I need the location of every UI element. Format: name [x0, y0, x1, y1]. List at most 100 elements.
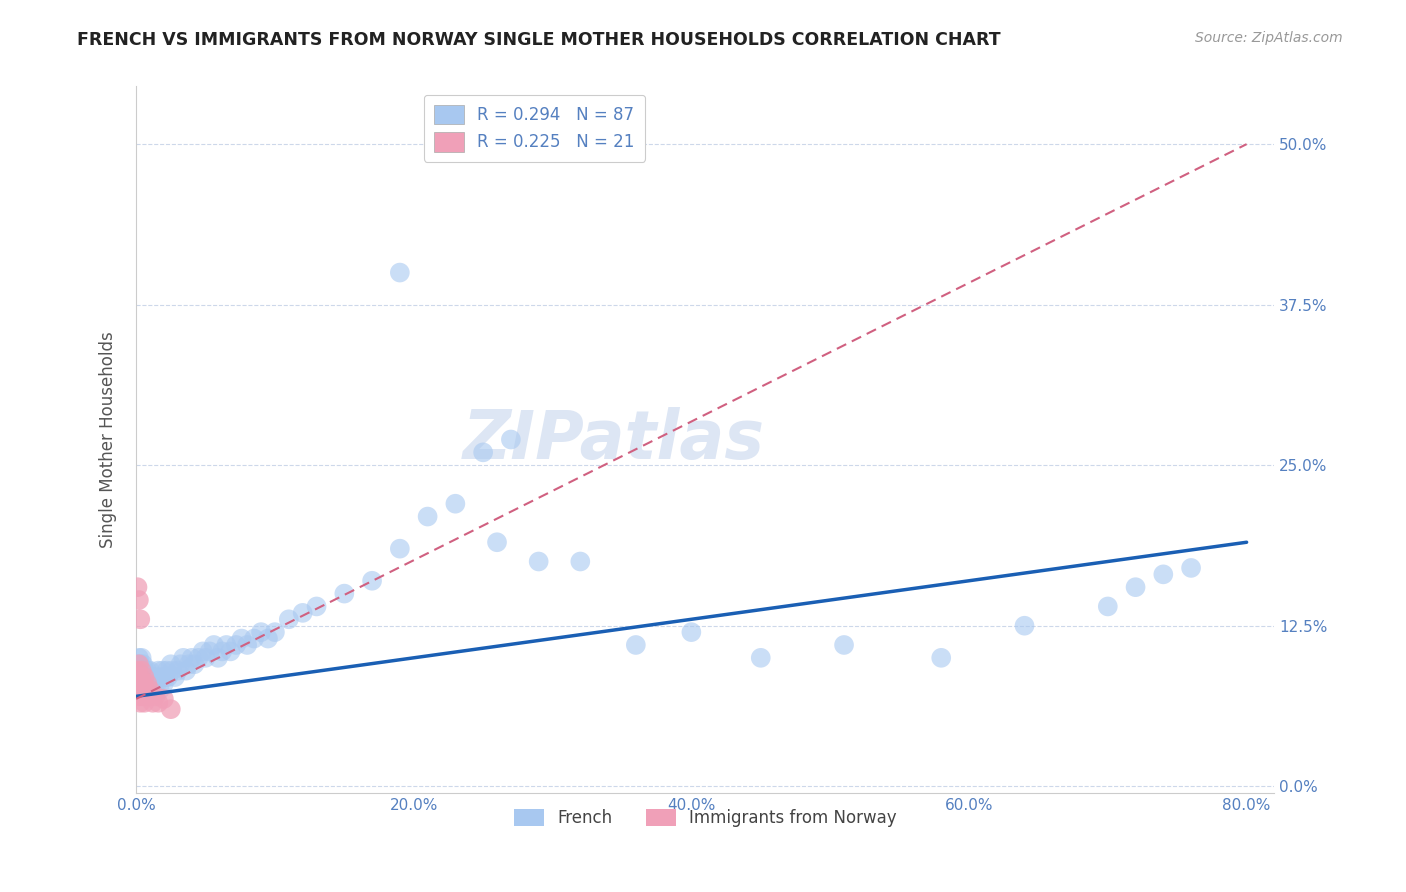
- Point: [129, 696, 152, 710]
- Point: [142, 696, 165, 710]
- Point: [134, 696, 156, 710]
- Point: [128, 690, 150, 704]
- Point: [569, 554, 592, 568]
- Point: [305, 599, 328, 614]
- Point: [138, 682, 160, 697]
- Point: [131, 664, 153, 678]
- Text: FRENCH VS IMMIGRANTS FROM NORWAY SINGLE MOTHER HOUSEHOLDS CORRELATION CHART: FRENCH VS IMMIGRANTS FROM NORWAY SINGLE …: [77, 31, 1001, 49]
- Point: [127, 676, 149, 690]
- Point: [155, 670, 177, 684]
- Point: [1014, 618, 1036, 632]
- Point: [194, 650, 217, 665]
- Point: [177, 657, 200, 672]
- Point: [180, 650, 202, 665]
- Point: [136, 676, 159, 690]
- Y-axis label: Single Mother Households: Single Mother Households: [100, 331, 117, 548]
- Point: [131, 650, 153, 665]
- Point: [128, 664, 150, 678]
- Point: [145, 690, 167, 704]
- Point: [132, 682, 155, 697]
- Point: [148, 664, 170, 678]
- Point: [291, 606, 314, 620]
- Point: [127, 580, 149, 594]
- Point: [163, 670, 186, 684]
- Point: [136, 676, 159, 690]
- Point: [472, 445, 495, 459]
- Point: [832, 638, 855, 652]
- Point: [257, 632, 280, 646]
- Point: [749, 650, 772, 665]
- Point: [225, 638, 247, 652]
- Point: [141, 670, 163, 684]
- Point: [129, 670, 152, 684]
- Point: [129, 612, 152, 626]
- Point: [132, 676, 155, 690]
- Point: [207, 650, 229, 665]
- Point: [486, 535, 509, 549]
- Point: [128, 593, 150, 607]
- Point: [136, 664, 159, 678]
- Point: [166, 664, 188, 678]
- Point: [929, 650, 952, 665]
- Point: [129, 670, 152, 684]
- Point: [211, 644, 233, 658]
- Point: [129, 657, 152, 672]
- Point: [128, 676, 150, 690]
- Point: [139, 682, 162, 697]
- Point: [135, 670, 157, 684]
- Point: [153, 692, 176, 706]
- Point: [156, 664, 179, 678]
- Point: [172, 650, 194, 665]
- Point: [143, 682, 166, 697]
- Point: [146, 676, 169, 690]
- Point: [127, 664, 149, 678]
- Point: [134, 664, 156, 678]
- Point: [499, 433, 522, 447]
- Point: [169, 657, 191, 672]
- Point: [134, 670, 156, 684]
- Point: [142, 676, 165, 690]
- Point: [131, 676, 153, 690]
- Point: [202, 638, 225, 652]
- Point: [333, 586, 356, 600]
- Point: [416, 509, 439, 524]
- Point: [215, 638, 238, 652]
- Point: [131, 682, 153, 697]
- Point: [1180, 561, 1202, 575]
- Point: [135, 682, 157, 697]
- Point: [131, 664, 153, 678]
- Point: [198, 644, 221, 658]
- Point: [527, 554, 550, 568]
- Point: [444, 497, 467, 511]
- Point: [159, 702, 181, 716]
- Point: [134, 676, 156, 690]
- Legend: French, Immigrants from Norway: French, Immigrants from Norway: [508, 802, 903, 834]
- Point: [148, 696, 170, 710]
- Point: [243, 632, 266, 646]
- Point: [388, 266, 411, 280]
- Point: [152, 664, 174, 678]
- Point: [150, 670, 173, 684]
- Point: [127, 670, 149, 684]
- Point: [128, 650, 150, 665]
- Point: [132, 690, 155, 704]
- Point: [135, 682, 157, 697]
- Point: [160, 664, 183, 678]
- Point: [231, 632, 253, 646]
- Point: [127, 657, 149, 672]
- Point: [159, 657, 181, 672]
- Point: [624, 638, 647, 652]
- Point: [138, 690, 160, 704]
- Point: [277, 612, 299, 626]
- Point: [264, 625, 287, 640]
- Point: [219, 644, 242, 658]
- Point: [183, 657, 205, 672]
- Point: [1152, 567, 1174, 582]
- Point: [139, 664, 162, 678]
- Point: [153, 676, 176, 690]
- Point: [1125, 580, 1147, 594]
- Point: [236, 638, 259, 652]
- Point: [1097, 599, 1119, 614]
- Point: [681, 625, 703, 640]
- Point: [128, 657, 150, 672]
